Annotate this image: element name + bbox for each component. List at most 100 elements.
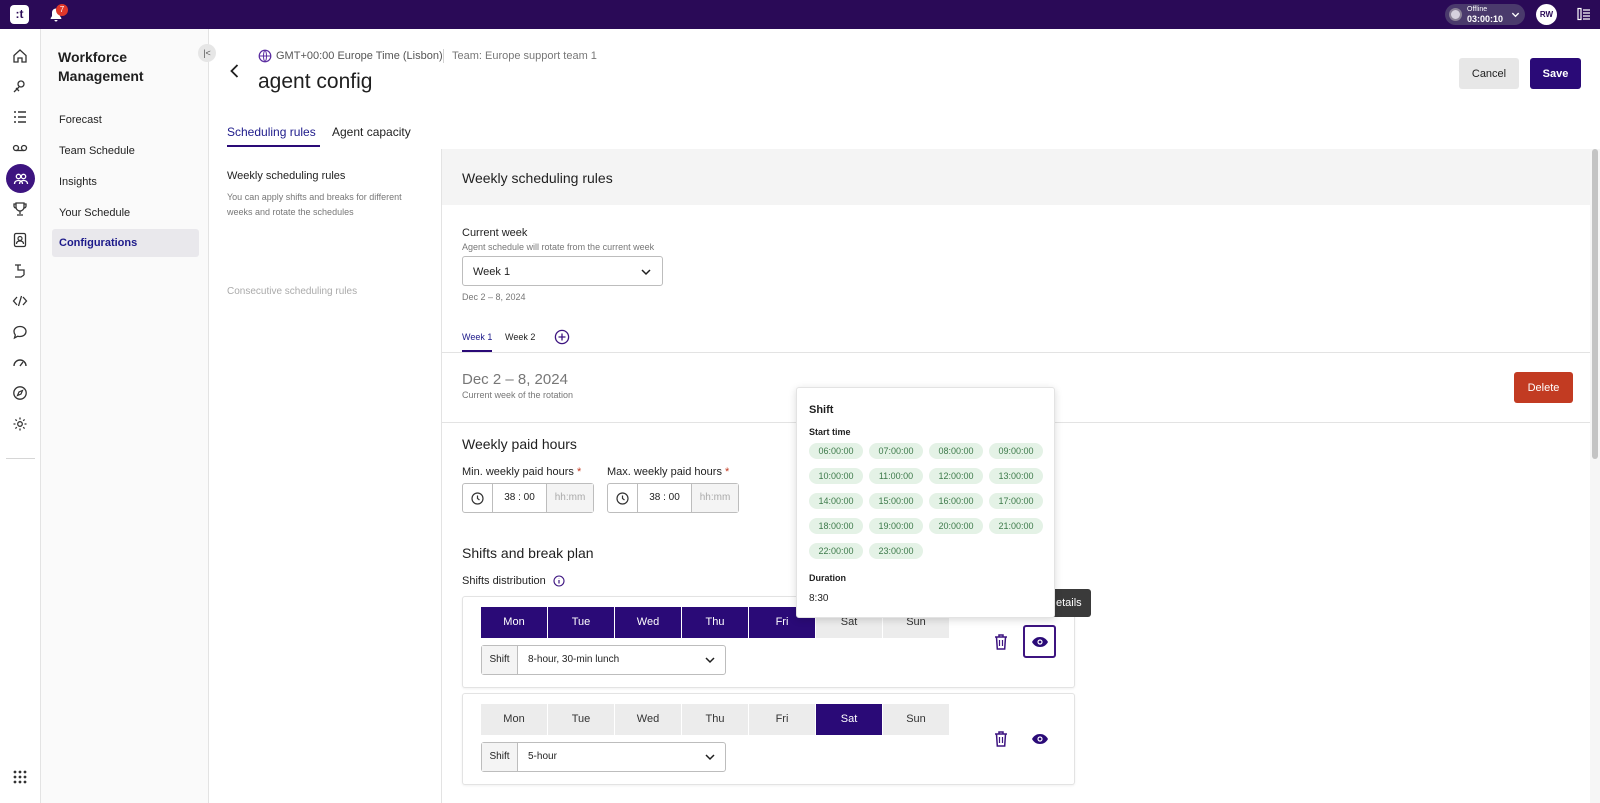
workforce-icon[interactable]	[6, 164, 35, 193]
tab-agent-capacity[interactable]: Agent capacity	[332, 125, 411, 139]
status-indicator	[1449, 8, 1462, 21]
app-logo[interactable]: :t	[10, 5, 29, 24]
start-time-chip: 22:00:00	[809, 543, 863, 559]
day-toggle-mon[interactable]: Mon	[481, 607, 548, 638]
compass-icon[interactable]	[10, 383, 30, 403]
popover-title: Shift	[809, 404, 834, 416]
trash-icon[interactable]	[993, 633, 1009, 651]
current-week-select[interactable]: Week 1	[462, 256, 663, 286]
tab-week-1[interactable]: Week 1	[462, 332, 493, 342]
status-selector[interactable]: Offline 03:00:10	[1445, 4, 1525, 25]
min-paid-hours-text: Min. weekly paid hours	[462, 466, 574, 478]
team-label: Team: Europe support team 1	[452, 50, 597, 62]
max-paid-hours-placeholder[interactable]: hh:mm	[692, 484, 738, 512]
shift-card: Mon Tue Wed Thu Fri Sat Sun Shift 5-hour	[462, 693, 1075, 785]
start-time-chip: 09:00:00	[989, 443, 1043, 459]
page-title: agent config	[258, 70, 373, 93]
shift-select[interactable]: Shift 5-hour	[481, 742, 726, 772]
current-week-dates: Dec 2 – 8, 2024	[462, 292, 526, 302]
trash-icon[interactable]	[993, 730, 1009, 748]
max-paid-hours-input[interactable]: 38 : 00 hh:mm	[607, 483, 739, 513]
day-toggle-sat[interactable]: Sat	[816, 704, 883, 735]
min-paid-hours-placeholder[interactable]: hh:mm	[547, 484, 593, 512]
shift-select-value: 5-hour	[528, 751, 557, 762]
app-rail	[0, 29, 41, 803]
tab-week-2[interactable]: Week 2	[505, 332, 536, 342]
shifts-distribution-label: Shifts distribution	[462, 575, 546, 587]
nav-consecutive-scheduling-rules[interactable]: Consecutive scheduling rules	[227, 286, 358, 297]
sidebar-item-forecast[interactable]: Forecast	[59, 114, 102, 126]
min-paid-hours-label: Min. weekly paid hours *	[462, 465, 581, 479]
nav-weekly-scheduling-rules[interactable]: Weekly scheduling rules	[227, 170, 346, 182]
globe-icon	[258, 49, 272, 63]
routing-icon[interactable]	[10, 77, 30, 97]
rail-divider	[6, 458, 35, 459]
max-paid-hours-text: Max. weekly paid hours	[607, 466, 722, 478]
view-details-button[interactable]	[1023, 625, 1056, 658]
day-toggle-tue[interactable]: Tue	[548, 704, 615, 735]
start-time-chip: 07:00:00	[869, 443, 923, 459]
info-icon[interactable]	[553, 575, 565, 587]
required-mark: *	[576, 466, 582, 478]
duration-value: 8:30	[809, 593, 829, 604]
back-arrow-icon[interactable]	[226, 62, 244, 80]
current-week-value: Week 1	[473, 266, 511, 278]
start-time-chip: 15:00:00	[869, 493, 923, 509]
content-divider	[441, 149, 442, 803]
min-paid-hours-value[interactable]: 38 : 00	[493, 484, 547, 512]
clock-icon	[608, 484, 638, 512]
view-details-button[interactable]	[1023, 722, 1056, 755]
apps-grid-icon[interactable]	[12, 769, 28, 785]
sidebar: Workforce Management |< Forecast Team Sc…	[41, 29, 216, 803]
max-paid-hours-value[interactable]: 38 : 00	[638, 484, 692, 512]
header-divider	[443, 49, 444, 63]
day-toggle-tue[interactable]: Tue	[548, 607, 615, 638]
dashboard-icon[interactable]	[10, 352, 30, 372]
add-week-icon[interactable]	[554, 329, 570, 345]
shift-select-label: Shift	[482, 743, 518, 771]
current-week-help: Agent schedule will rotate from the curr…	[462, 242, 655, 252]
day-toggle-fri[interactable]: Fri	[749, 704, 816, 735]
chevron-down-icon	[1511, 12, 1520, 18]
code-icon[interactable]	[10, 291, 30, 311]
trophy-icon[interactable]	[10, 199, 30, 219]
tooltip-text: etails	[1056, 597, 1082, 609]
min-paid-hours-input[interactable]: 38 : 00 hh:mm	[462, 483, 594, 513]
home-icon[interactable]	[10, 46, 30, 66]
cancel-button[interactable]: Cancel	[1459, 58, 1519, 89]
day-toggle-thu[interactable]: Thu	[682, 704, 749, 735]
current-week-label: Current week	[462, 227, 528, 239]
save-button[interactable]: Save	[1530, 58, 1581, 89]
sidebar-item-insights[interactable]: Insights	[59, 176, 97, 188]
tab-scheduling-rules[interactable]: Scheduling rules	[227, 125, 316, 139]
shifts-break-plan-title: Shifts and break plan	[462, 545, 594, 561]
chevron-down-icon	[695, 646, 725, 674]
shift-select-value: 8-hour, 30-min lunch	[528, 654, 620, 665]
scrollbar-thumb[interactable]	[1592, 149, 1598, 459]
page-scrollbar[interactable]	[1590, 149, 1600, 803]
contacts-icon[interactable]	[10, 230, 30, 250]
sidebar-item-configurations[interactable]: Configurations	[52, 229, 199, 257]
day-toggle-wed[interactable]: Wed	[615, 607, 682, 638]
user-avatar[interactable]: RW	[1536, 4, 1557, 25]
day-toggle-wed[interactable]: Wed	[615, 704, 682, 735]
chat-icon[interactable]	[10, 322, 30, 342]
weekly-paid-hours-title: Weekly paid hours	[462, 436, 577, 452]
panel-menu-icon[interactable]	[1577, 7, 1591, 21]
flow-icon[interactable]	[10, 261, 30, 281]
collapse-sidebar-icon[interactable]: |<	[198, 44, 216, 62]
settings-icon[interactable]	[10, 414, 30, 434]
active-week-indicator	[462, 350, 492, 352]
start-time-chip: 06:00:00	[809, 443, 863, 459]
day-toggle-mon[interactable]: Mon	[481, 704, 548, 735]
day-toggle-thu[interactable]: Thu	[682, 607, 749, 638]
status-timer: 03:00:10	[1467, 14, 1504, 24]
delete-week-button[interactable]: Delete	[1514, 372, 1573, 403]
start-time-chip: 16:00:00	[929, 493, 983, 509]
voicemail-icon[interactable]	[10, 138, 30, 158]
sidebar-item-team-schedule[interactable]: Team Schedule	[59, 145, 135, 157]
list-icon[interactable]	[10, 107, 30, 127]
sidebar-item-your-schedule[interactable]: Your Schedule	[59, 207, 131, 219]
shift-select[interactable]: Shift 8-hour, 30-min lunch	[481, 645, 726, 675]
day-toggle-sun[interactable]: Sun	[883, 704, 950, 735]
